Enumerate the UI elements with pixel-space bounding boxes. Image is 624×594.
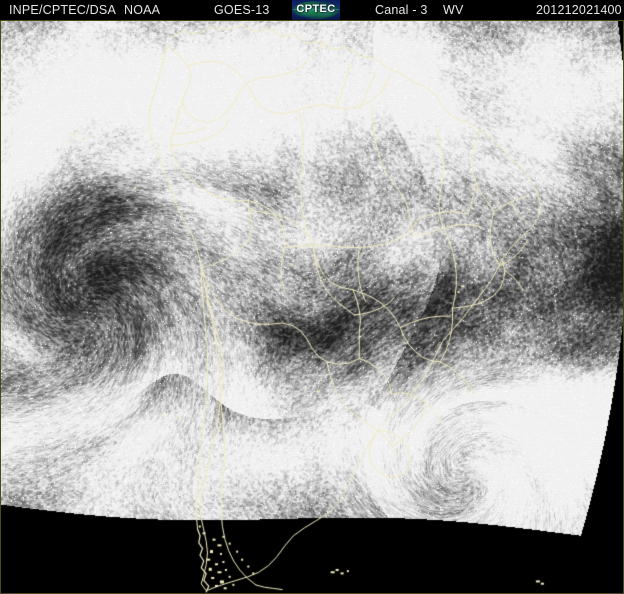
cptec-logo: CPTEC bbox=[292, 0, 340, 20]
satellite-image-frame bbox=[0, 20, 624, 594]
header-bar: INPE/CPTEC/DSA NOAA GOES-13 CPTEC Canal … bbox=[0, 0, 624, 20]
wv-imagery bbox=[1, 21, 623, 593]
cptec-logo-text: CPTEC bbox=[296, 3, 336, 15]
satellite-image-canvas bbox=[1, 21, 623, 593]
agency-label: INPE/CPTEC/DSA bbox=[9, 3, 116, 17]
channel-label: Canal - 3 bbox=[375, 3, 428, 17]
globe-icon bbox=[293, 1, 339, 19]
product-label: WV bbox=[443, 3, 464, 17]
network-label: NOAA bbox=[124, 3, 161, 17]
satellite-label: GOES-13 bbox=[214, 3, 270, 17]
timestamp-label: 201212021400 bbox=[536, 3, 622, 17]
